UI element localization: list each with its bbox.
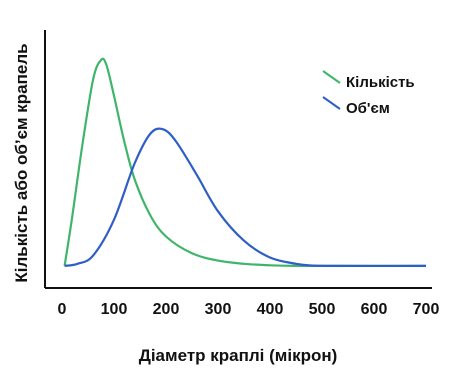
legend-swatch-kilkist (322, 70, 341, 84)
axes (44, 30, 432, 289)
legend-swatch-obem (322, 96, 341, 110)
series-line-kilkist (63, 57, 426, 268)
x-tick-label: 500 (309, 301, 336, 318)
series-lines (63, 57, 427, 268)
x-ticks: 0 100 200 300 400 500 600 700 (58, 301, 440, 318)
x-tick-label: 600 (361, 301, 388, 318)
legend-label-kilkist: Кількість (346, 74, 415, 91)
x-tick-label: 300 (205, 301, 232, 318)
series-line-obem (64, 127, 427, 268)
x-axis-title: Діаметр краплі (мікрон) (139, 346, 338, 365)
x-tick-label: 700 (413, 301, 440, 318)
legend-label-obem: Об'єм (346, 100, 390, 117)
x-tick-label: 100 (101, 301, 128, 318)
y-axis-title: Кількість або об’єм крапель (12, 43, 31, 282)
legend: Кількість Об'єм (322, 70, 415, 117)
x-tick-label: 200 (153, 301, 180, 318)
x-tick-label: 400 (257, 301, 284, 318)
x-tick-label: 0 (58, 301, 67, 318)
